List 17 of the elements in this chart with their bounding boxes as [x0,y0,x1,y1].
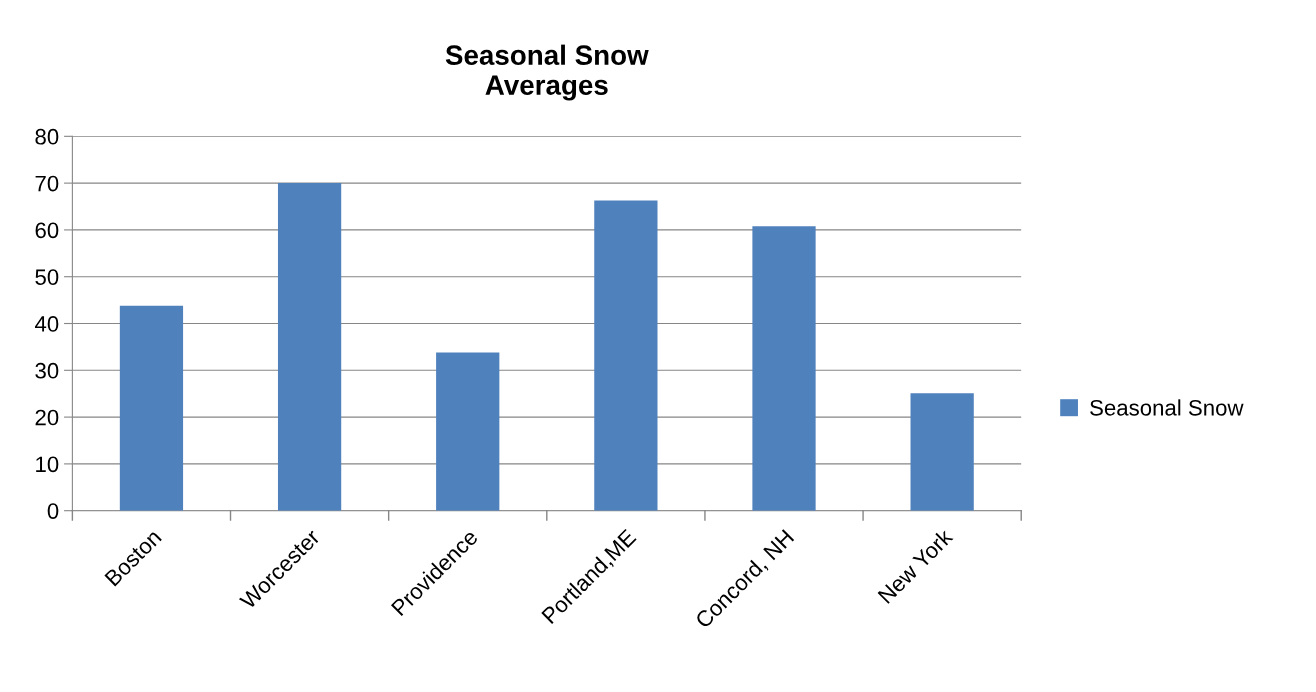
bar [594,200,658,511]
y-tick-label: 70 [35,175,59,192]
bar [752,226,816,511]
bar [277,183,342,511]
chart-title: Seasonal Snow Averages [445,44,649,101]
legend-label: Seasonal Snow [1090,399,1244,416]
y-tick-label: 30 [35,362,59,379]
y-tick-label: 0 [47,503,59,519]
bar [436,352,500,511]
y-tick-label: 40 [34,316,59,332]
y-tick-label: 60 [35,222,59,239]
bar [119,305,184,511]
y-tick-label: 10 [36,456,59,473]
y-tick-label: 80 [35,128,59,145]
bar [910,393,974,511]
y-tick-label: 20 [35,409,59,426]
y-tick-label: 50 [35,269,59,285]
